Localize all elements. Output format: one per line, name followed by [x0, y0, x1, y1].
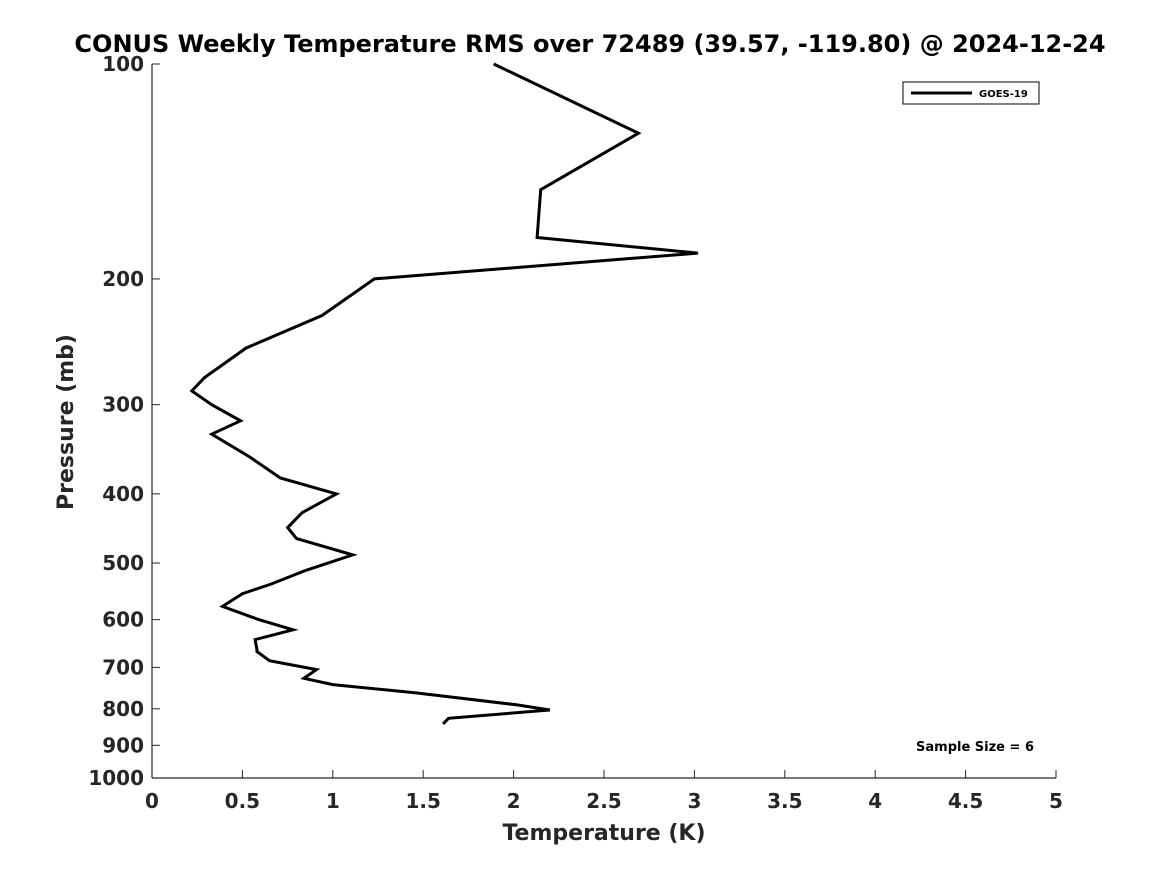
- x-tick-label: 3.5: [767, 789, 802, 813]
- x-axis-ticks: 0 0.5 1 1.5 2 2.5 3 3.5 4 4.5 5: [145, 770, 1063, 813]
- series-line-goes-19: [189, 62, 699, 725]
- y-tick-label: 700: [102, 655, 144, 679]
- y-tick-label: 1000: [88, 766, 144, 790]
- y-axis-label: Pressure (mb): [54, 334, 79, 510]
- x-tick-label: 2: [507, 789, 521, 813]
- y-tick-label: 400: [102, 482, 144, 506]
- x-tick-label: 3: [687, 789, 701, 813]
- y-tick-label: 800: [102, 697, 144, 721]
- y-axis-ticks: 100 200 300 400 500 600 700 800 900 1000: [88, 52, 160, 790]
- sample-size-annotation: Sample Size = 6: [916, 740, 1034, 755]
- x-tick-label: 0.5: [225, 789, 260, 813]
- series-layer: [189, 62, 699, 725]
- y-tick-label: 600: [102, 608, 144, 632]
- x-tick-label: 1: [326, 789, 340, 813]
- plot-area: [151, 64, 1056, 779]
- legend-entry-goes-19: GOES-19: [979, 89, 1028, 100]
- x-tick-label: 0: [145, 789, 159, 813]
- x-axis-label: Temperature (K): [502, 821, 705, 846]
- x-tick-label: 4.5: [948, 789, 983, 813]
- x-tick-label: 1.5: [405, 789, 440, 813]
- x-tick-label: 4: [868, 789, 882, 813]
- y-tick-label: 200: [102, 267, 144, 291]
- y-tick-label: 900: [102, 733, 144, 757]
- y-tick-label: 100: [102, 52, 144, 76]
- chart-title: CONUS Weekly Temperature RMS over 72489 …: [74, 30, 1105, 58]
- x-tick-label: 2.5: [586, 789, 621, 813]
- y-tick-label: 300: [102, 393, 144, 417]
- legend: GOES-19: [902, 81, 1040, 105]
- x-tick-label: 5: [1049, 789, 1063, 813]
- y-tick-label: 500: [102, 551, 144, 575]
